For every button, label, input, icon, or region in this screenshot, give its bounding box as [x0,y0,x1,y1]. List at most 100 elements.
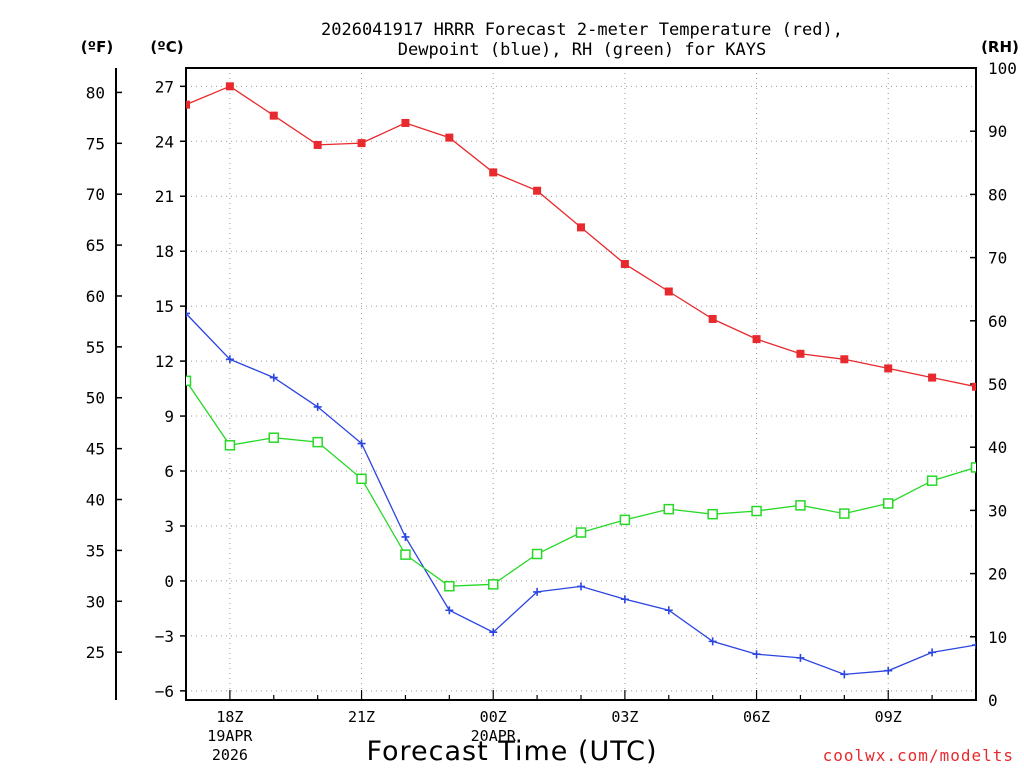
rh-tick-label: 60 [988,312,1007,331]
title-line-1: 2026041917 HRRR Forecast 2-meter Tempera… [321,20,843,40]
temperature-point [445,133,454,142]
temperature-point [357,139,366,148]
dewpoint-point [928,648,937,657]
credit-text: coolwx.com/modelts [823,746,1014,765]
dewpoint-point [225,355,234,364]
fahrenheit-tick-label: 50 [86,389,105,408]
celsius-tick-label: 15 [155,297,174,316]
dewpoint-point [269,373,278,382]
temperature-point [708,314,717,323]
fahrenheit-tick-label: 70 [86,185,105,204]
celsius-tick-label: 21 [155,187,174,206]
dewpoint-point [357,439,366,448]
rh-point [487,579,499,590]
rh-unit-label: (RH) [981,38,1019,56]
data-series [186,82,976,679]
temperature-point [796,349,805,358]
rh-point [663,503,675,515]
x-tick-label: 00Z [480,708,507,726]
rh-tick-label: 80 [988,185,1007,204]
x-axis-label: Forecast Time (UTC) [366,736,657,767]
celsius-tick-label: −3 [155,627,174,646]
rh-tick-label: 70 [988,249,1007,268]
rh-tick-label: 30 [988,501,1007,520]
celsius-tick-label: 12 [155,352,174,371]
x-tick-label: 06Z [743,708,770,726]
dewpoint-point [577,582,585,591]
fahrenheit-unit-label: (ºF) [81,38,113,56]
series-temperature [186,82,976,391]
temperature-point [269,111,278,120]
x-tick-label: 09Z [875,708,902,726]
celsius-tick-label: 24 [155,132,174,151]
rh-point [268,432,280,443]
title-line-2: Dewpoint (blue), RH (green) for KAYS [398,40,766,60]
celsius-tick-label: 6 [164,462,174,481]
rh-tick-label: 40 [988,438,1007,457]
fahrenheit-tick-label: 30 [86,592,105,611]
rh-point [531,548,543,560]
celsius-tick-label: 3 [164,517,174,536]
rh-point [186,375,192,387]
fahrenheit-tick-label: 55 [86,338,105,357]
fahrenheit-tick-label: 45 [86,440,105,459]
tick-labels: 2724211815129630−3−680757065605550454035… [86,59,1017,764]
celsius-tick-label: −6 [155,682,174,701]
rh-point [224,440,236,451]
temperature-point [752,335,761,344]
rh-tick-label: 90 [988,122,1007,141]
fahrenheit-tick-label: 80 [86,83,105,102]
temperature-point [972,382,976,391]
x-tick-label: 03Z [611,708,638,726]
rh-tick-label: 10 [988,628,1007,647]
temperature-point [577,223,585,232]
celsius-tick-label: 9 [164,407,174,426]
dewpoint-point [664,606,673,615]
dewpoint-point [401,532,410,541]
rh-point [926,475,938,486]
rh-point [312,436,323,448]
dewpoint-point [972,641,976,650]
celsius-tick-label: 18 [155,242,174,261]
rh-point [356,473,367,485]
dewpoint-point [752,650,761,659]
rh-point [882,498,894,509]
dewpoint-point [620,595,629,604]
temperature-point [884,364,893,373]
rh-point [444,580,455,592]
rh-tick-label: 0 [988,691,998,710]
x-tick-label: 21Z [348,708,375,726]
rh-point [795,500,806,511]
dewpoint-point [489,628,498,637]
rh-tick-label: 100 [988,59,1017,78]
x-tick-label: 18Z [216,708,243,726]
temperature-point [664,287,673,296]
series-dewpoint [186,309,976,679]
fahrenheit-tick-label: 65 [86,236,105,255]
x-tick-label: 2026 [212,746,248,764]
dewpoint-point [313,402,322,411]
temperature-point [225,82,234,91]
axes [115,67,977,701]
dewpoint-point [796,653,805,662]
dewpoint-point [445,606,454,615]
dewpoint-point [840,670,849,679]
chart-title: 2026041917 HRRR Forecast 2-meter Tempera… [321,20,843,60]
rh-point [619,514,631,526]
rh-line [186,380,976,587]
rh-point [707,508,718,520]
fahrenheit-tick-label: 60 [86,287,105,306]
rh-point [970,462,976,473]
gridlines [186,68,976,700]
temperature-point [840,355,849,364]
fahrenheit-tick-label: 40 [86,491,105,510]
fahrenheit-tick-label: 25 [86,643,105,662]
celsius-tick-label: 0 [164,572,174,591]
temperature-point [928,373,937,382]
temperature-point [401,118,410,127]
temperature-point [620,260,629,269]
rh-tick-label: 20 [988,565,1007,584]
dewpoint-point [186,309,190,318]
x-tick-label: 20APR [471,727,517,745]
